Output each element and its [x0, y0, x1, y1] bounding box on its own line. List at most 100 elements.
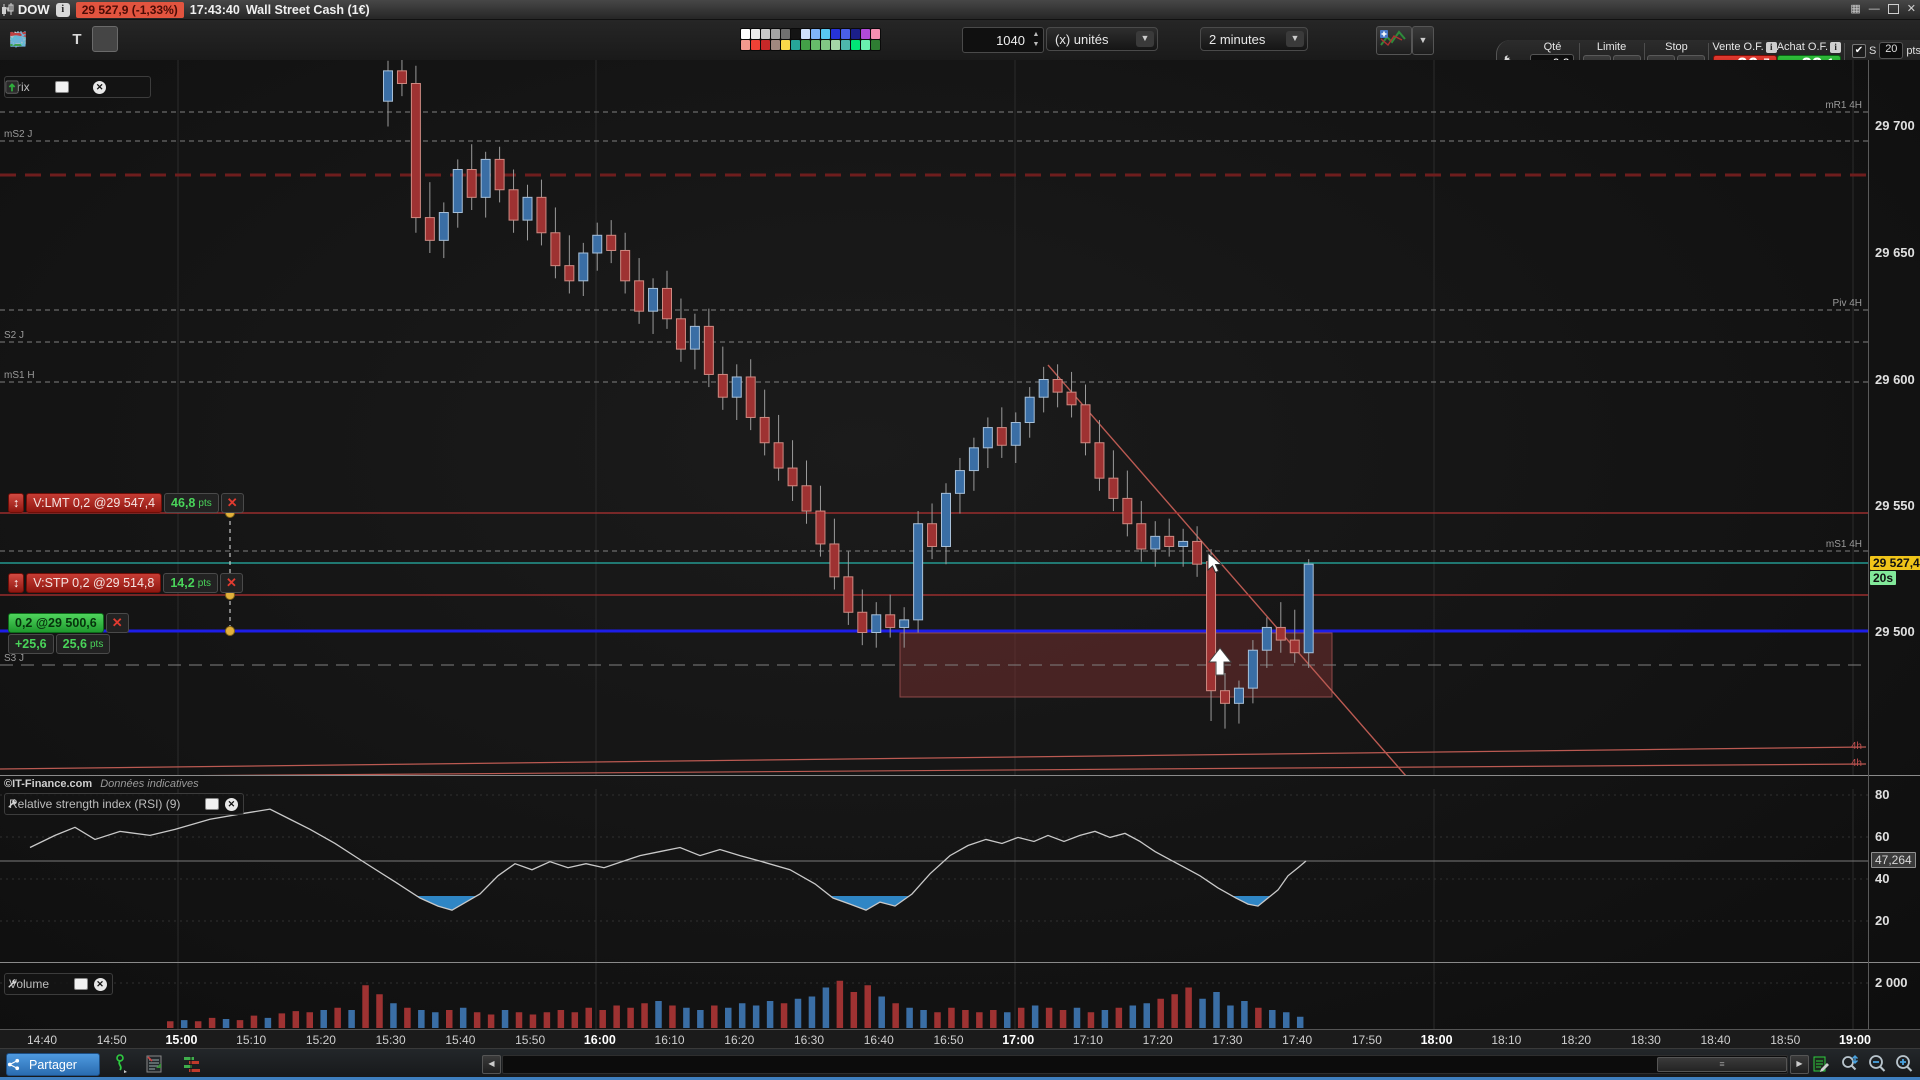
cursor-tool[interactable] — [14, 26, 118, 52]
rsi-settings-wrench-icon[interactable] — [8, 797, 201, 811]
quantity-down-icon[interactable]: ▼ — [1032, 41, 1040, 48]
pane-window-icon[interactable] — [54, 80, 70, 94]
pane-close-icon[interactable]: ✕ — [92, 80, 108, 94]
buy-info-icon[interactable]: i — [1830, 42, 1842, 53]
panel-expand-icon[interactable]: ▶ — [1505, 55, 1512, 66]
pane-alert-bell-icon[interactable] — [7, 80, 89, 94]
time-axis[interactable]: 14:40 14:50 15:00 15:10 15:20 15:30 15:40 15:50… — [0, 1029, 1920, 1049]
volume-pane-header: Volume ✕ — [4, 973, 114, 995]
rsi-close-icon[interactable]: ✕ — [223, 797, 239, 811]
position-close-button[interactable]: ✕ — [105, 613, 129, 633]
indicator-dropdown-icon[interactable]: ▼ — [1412, 26, 1434, 55]
time-label: 15:30 — [375, 1033, 406, 1047]
rhombus-tool[interactable] — [10, 26, 650, 52]
extended-line-tool[interactable] — [10, 26, 790, 52]
broken-line-tool[interactable] — [10, 26, 622, 52]
maximize-button[interactable] — [1887, 3, 1899, 14]
time-label: 18:00 — [1420, 1033, 1453, 1047]
social-trading-icon[interactable] — [112, 1052, 136, 1076]
horizontal-line-tool[interactable] — [10, 26, 426, 52]
bottom-bar: Partager ◀ ≡ ▶ — [0, 1048, 1920, 1080]
timeframe-select[interactable]: 2 minutes ▼ — [1200, 27, 1308, 51]
order-drag-handle[interactable]: ↕ — [8, 573, 25, 593]
ruler-tool[interactable] — [10, 26, 258, 52]
candlestick-chart-icon — [2, 2, 14, 16]
grid-icon[interactable]: ▦ — [1850, 3, 1861, 15]
last-price-tag: 29 527,4 — [1870, 556, 1920, 570]
time-label: 17:20 — [1142, 1033, 1173, 1047]
order-book-icon[interactable] — [182, 1052, 206, 1076]
magnifier-tool[interactable] — [11, 26, 202, 52]
cross-line-tool[interactable] — [12, 26, 594, 52]
time-label: 19:00 — [1838, 1033, 1871, 1047]
sell-info-icon[interactable]: i — [1765, 42, 1777, 53]
price-chart-canvas — [0, 60, 1868, 775]
order-close-button[interactable]: ✕ — [220, 493, 244, 513]
order-close-button[interactable]: ✕ — [220, 573, 243, 593]
report-icon[interactable] — [146, 1052, 170, 1076]
trash-tool[interactable] — [12, 26, 230, 52]
minimize-button[interactable]: — — [1868, 2, 1880, 15]
add-indicator-button[interactable] — [1376, 26, 1412, 55]
alert-bell-tool[interactable] — [11, 26, 286, 52]
fibonacci-tool[interactable] — [10, 26, 510, 52]
text-tool[interactable]: T — [72, 30, 82, 48]
zoom-in-icon[interactable] — [1893, 1052, 1917, 1076]
zoom-out-icon[interactable] — [1866, 1052, 1890, 1076]
time-label: 15:00 — [165, 1033, 198, 1047]
drawing-toolbar: T 1040 ▲ ▼ (x) unités ▼ 2 minutes ▼ ▼ ▶ — [0, 20, 1920, 80]
time-label: 16:50 — [933, 1033, 964, 1047]
volume-settings-wrench-icon[interactable] — [8, 977, 70, 991]
symbol-dropdown-icon[interactable]: ▼ — [4, 5, 12, 14]
stop-checkbox[interactable]: ✔ — [1851, 43, 1866, 58]
horizontal-scrollbar[interactable]: ≡ — [502, 1055, 1788, 1074]
buy-order-doc-icon[interactable] — [5, 80, 146, 94]
line-tool[interactable] — [10, 26, 370, 52]
pane-settings-wrench-icon[interactable] — [8, 80, 51, 94]
rsi-window-icon[interactable] — [204, 797, 220, 811]
scroll-right-button[interactable]: ▶ — [1790, 1055, 1809, 1074]
sell-order-doc-icon[interactable] — [5, 80, 127, 94]
scrollbar-thumb[interactable]: ≡ — [1657, 1057, 1787, 1072]
price-axis-label: 29 500 — [1875, 624, 1915, 639]
chart-area[interactable]: Prix ✕ mR1 4H mS2 J Piv 4H S2 J mS1 H mS1 4H S3 … — [0, 60, 1920, 1029]
scroll-left-button[interactable]: ◀ — [482, 1055, 501, 1074]
quantity-value[interactable]: 1040 — [996, 32, 1025, 48]
main-rsi-divider — [0, 775, 1920, 776]
vertical-line-tool[interactable] — [15, 26, 398, 52]
close-button[interactable]: ✕ — [1906, 3, 1916, 15]
position-label: 0,2 @29 500,6 — [8, 613, 104, 633]
quantity-stepper[interactable]: 1040 ▲ ▼ — [962, 27, 1044, 53]
sell-arrow-tool[interactable] — [12, 26, 62, 52]
chevron-down-icon[interactable]: ▼ — [1286, 31, 1304, 47]
zoom-rect-tool[interactable] — [10, 26, 174, 52]
price-axis[interactable]: 29 700 29 650 29 600 29 550 29 500 29 527,4 20… — [1868, 60, 1920, 1029]
position-pnl-row: +25,6 25,6 pts — [8, 634, 111, 654]
fibonacci-fan-tool[interactable] — [10, 26, 538, 52]
price-axis-label: 29 700 — [1875, 118, 1915, 133]
info-icon[interactable]: i — [55, 2, 70, 17]
zoom-fit-icon[interactable] — [1838, 1052, 1862, 1076]
parallel-lines-tool[interactable] — [10, 26, 454, 52]
segment-tool[interactable] — [10, 26, 314, 52]
order-drag-handle[interactable]: ↕ — [8, 493, 25, 513]
time-label: 17:10 — [1072, 1033, 1103, 1047]
pattern-bull-tool[interactable] — [10, 26, 734, 52]
time-label: 18:10 — [1491, 1033, 1522, 1047]
triangle-tool[interactable] — [10, 26, 706, 52]
tools-icon[interactable] — [10, 26, 342, 52]
ellipse-tool[interactable] — [10, 26, 678, 52]
edit-orders-icon[interactable] — [1812, 1052, 1836, 1076]
channel-tool[interactable] — [10, 26, 482, 52]
quantity-up-icon[interactable]: ▲ — [1032, 31, 1040, 38]
angle-line-tool[interactable] — [11, 26, 566, 52]
stop-pts-input[interactable]: 20 — [1879, 42, 1904, 59]
volume-close-icon[interactable]: ✕ — [92, 977, 108, 991]
share-button[interactable]: Partager — [6, 1053, 100, 1076]
color-swatch[interactable] — [870, 39, 881, 51]
volume-window-icon[interactable] — [73, 977, 89, 991]
units-select[interactable]: (x) unités ▼ — [1046, 27, 1158, 51]
arrow-annotation-tool[interactable] — [11, 26, 146, 52]
chevron-down-icon[interactable]: ▼ — [1136, 31, 1154, 47]
time-label: 18:40 — [1700, 1033, 1731, 1047]
